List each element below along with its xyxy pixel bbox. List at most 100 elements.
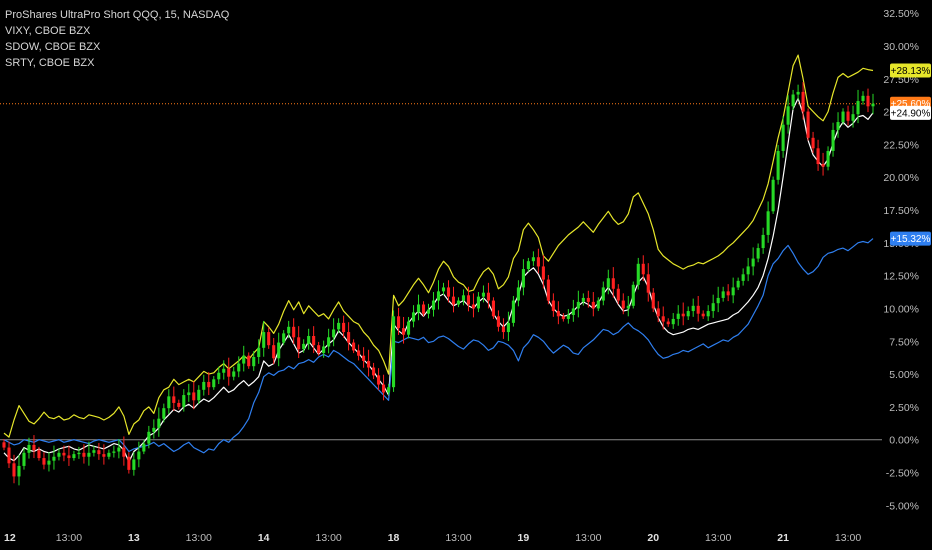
candle-body [751,258,755,267]
candle-body [456,300,461,305]
candle [646,263,650,302]
legend-srty[interactable]: SRTY, CBOE BZX [5,57,95,69]
candle-body [406,321,411,335]
candle-body [666,321,670,325]
candle-body [811,137,815,149]
candle-body [761,234,765,249]
candle-body [791,94,795,107]
candle-body [57,452,61,457]
candle-body [746,266,750,275]
candle-body [267,332,271,346]
candle [287,320,291,339]
candle [811,131,815,154]
candle [272,337,276,365]
badge-label: +24.90% [891,108,931,119]
x-tick-label: 13:00 [56,532,82,544]
candle [576,290,580,318]
candle [117,439,121,459]
candle [851,105,855,128]
candle [871,93,875,115]
candlestick-layer [2,82,875,486]
candle-body [431,300,436,310]
legend-sdow[interactable]: SDOW, CBOE BZX [5,41,101,53]
candle-body [636,263,640,285]
candle [142,440,146,455]
candle-body [726,291,730,296]
candle-body [701,313,705,317]
candle-body [202,381,206,390]
candle [177,399,181,410]
candle [47,452,51,472]
candle [347,322,351,351]
candle-body [272,345,276,359]
legend-main-symbol[interactable]: ProShares UltraPro Short QQQ, 15, NASDAQ [5,9,230,21]
candle [706,305,710,322]
candle [382,374,386,401]
candle-body [187,392,191,396]
candle [277,332,281,367]
candle [516,280,520,307]
candle-body [52,456,56,461]
candle-body [172,396,176,403]
candle [192,381,196,410]
candle-body [357,350,361,356]
candle [217,366,221,385]
candle-body [322,346,326,354]
y-tick-label: 12.50% [883,271,919,283]
candle-body [721,291,725,298]
candle-body [706,311,710,317]
candle-body [661,316,665,322]
candle [506,311,510,341]
candle [556,301,560,325]
candle-body [756,248,760,259]
candle [866,88,870,113]
candle-body [416,304,421,313]
x-tick-label: 19 [518,532,530,544]
candle-body [42,458,46,465]
candle [172,386,176,411]
candle [796,84,800,101]
candle [267,327,271,349]
candle-body [731,287,735,296]
x-tick-label: 13:00 [445,532,471,544]
candle [481,285,485,303]
candle-body [656,308,660,317]
candle [536,248,540,274]
candle [756,243,760,263]
x-tick-label: 13:00 [705,532,731,544]
candle-body [207,381,211,388]
candle [471,293,476,318]
candle [591,292,595,317]
candle-body [536,257,540,267]
candle [431,292,436,317]
candle [87,441,91,466]
candle-body [596,300,600,309]
candle [416,294,421,321]
candle [766,201,770,243]
x-tick-label: 12 [4,532,16,544]
y-tick-label: 0.00% [889,435,919,447]
legend-vixy[interactable]: VIXY, CBOE BZX [5,25,91,37]
candle [566,309,570,324]
candle [406,316,411,339]
candle [297,326,301,359]
candle-body [821,164,825,167]
candle-body [801,91,805,112]
candle-body [262,332,266,348]
candle-body [142,443,146,452]
candle [227,357,231,386]
candle [571,299,575,322]
candle-body [521,269,525,288]
candle [207,372,211,396]
candle [2,439,6,451]
candle-body [342,322,346,333]
candle [521,259,525,296]
candle [541,255,545,289]
candle-body [77,452,81,455]
candle-body [796,91,800,95]
candle-body [871,103,875,107]
candle-body [17,465,21,477]
x-axis[interactable]: 12 13:00 13 13:00 14 13:00 18 13:00 19 13:00 20 13:… [4,532,861,544]
candle [636,257,640,290]
